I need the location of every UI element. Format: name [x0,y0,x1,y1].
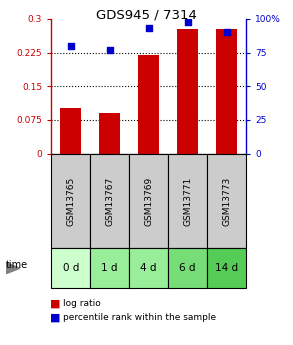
Text: GDS945 / 7314: GDS945 / 7314 [96,9,197,22]
Point [185,19,190,24]
Text: GSM13773: GSM13773 [222,176,231,226]
Text: 1 d: 1 d [101,263,118,273]
Text: ■: ■ [50,299,60,308]
Bar [99,113,120,154]
Text: 4 d: 4 d [140,263,157,273]
Text: GSM13765: GSM13765 [66,176,75,226]
Text: GSM13769: GSM13769 [144,176,153,226]
Bar [216,29,237,154]
Text: 0 d: 0 d [63,263,79,273]
Point [224,30,229,35]
Text: 6 d: 6 d [179,263,196,273]
Polygon shape [7,263,20,274]
Text: log ratio: log ratio [63,299,101,308]
Text: 14 d: 14 d [215,263,238,273]
Bar [60,108,81,154]
Text: GSM13767: GSM13767 [105,176,114,226]
Point [146,26,151,31]
Text: ■: ■ [50,313,60,322]
Point [108,47,112,53]
Text: time: time [6,260,28,270]
Text: GSM13771: GSM13771 [183,176,192,226]
Bar [138,55,159,154]
Text: percentile rank within the sample: percentile rank within the sample [63,313,216,322]
Bar [177,29,198,154]
Point [69,43,73,49]
